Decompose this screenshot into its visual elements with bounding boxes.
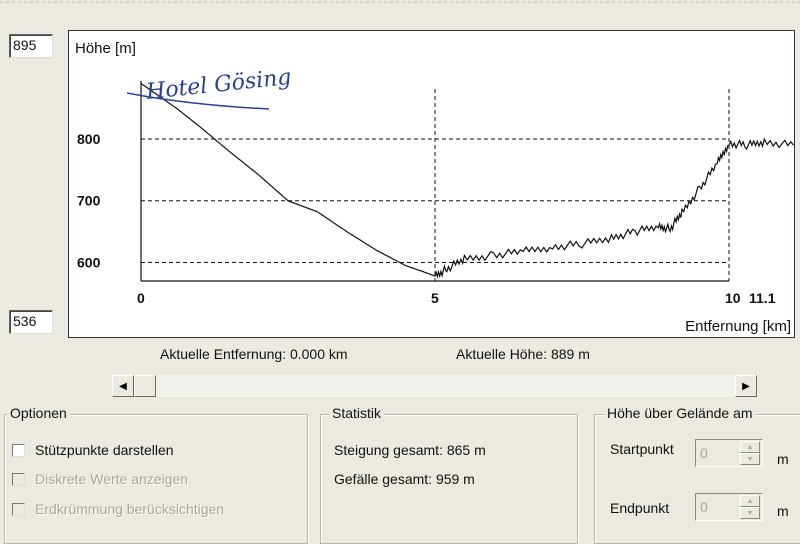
y-tick-label: 600 — [77, 254, 101, 270]
scrollbar-thumb[interactable] — [134, 375, 156, 397]
checkbox-earth-curvature[interactable] — [12, 502, 25, 516]
startpoint-value: 0 — [700, 445, 708, 461]
options-title: Optionen — [7, 405, 70, 421]
current-height-text: Aktuelle Höhe: 889 m — [456, 346, 590, 362]
checkbox-support-points[interactable] — [12, 443, 25, 457]
endpoint-spinner[interactable]: 0 ▲ ▼ — [695, 493, 763, 521]
arrow-right-icon: ▶ — [742, 380, 750, 392]
x-axis-label: Entfernung [km] — [685, 318, 791, 335]
endpoint-value: 0 — [700, 499, 708, 515]
y-tick-label: 800 — [77, 131, 101, 147]
x-tick-label: 5 — [431, 290, 439, 306]
statistics-title: Statistik — [329, 405, 385, 421]
checkbox-label-support-points: Stützpunkte darstellen — [35, 442, 174, 458]
y-max-input[interactable]: 895 — [9, 34, 53, 58]
total-descent-text: Gefälle gesamt: 959 m — [334, 471, 475, 487]
scroll-left-button[interactable]: ◀ — [112, 375, 134, 397]
top-frame-edge — [0, 1, 800, 3]
checkbox-row-discrete-values[interactable]: Diskrete Werte anzeigen — [12, 471, 188, 487]
startpoint-spinner[interactable]: 0 ▲ ▼ — [695, 439, 763, 467]
endpoint-up-button[interactable]: ▲ — [740, 495, 760, 507]
y-axis-label: Höhe [m] — [75, 40, 136, 57]
height-above-terrain-group: Höhe über Gelände am Startpunkt 0 ▲ ▼ m … — [594, 405, 800, 544]
x-tick-label: 0 — [137, 290, 145, 306]
handwritten-annotation: Hotel Gösing — [126, 65, 293, 110]
startpoint-down-button[interactable]: ▼ — [740, 453, 760, 465]
grid — [141, 89, 730, 281]
checkbox-label-discrete-values: Diskrete Werte anzeigen — [35, 471, 189, 487]
startpoint-up-button[interactable]: ▲ — [740, 441, 760, 453]
current-distance-text: Aktuelle Entfernung: 0.000 km — [160, 346, 348, 362]
x-tick-label: 11.1 — [749, 290, 776, 306]
checkbox-label-earth-curvature: Erdkrümmung berücksichtigen — [35, 501, 225, 517]
scroll-right-button[interactable]: ▶ — [735, 375, 757, 397]
axes — [140, 81, 729, 282]
checkbox-discrete-values[interactable] — [12, 472, 25, 486]
endpoint-down-button[interactable]: ▼ — [740, 507, 760, 519]
endpoint-unit: m — [777, 503, 789, 519]
y-min-input[interactable]: 536 — [9, 310, 53, 334]
horizontal-scrollbar[interactable]: ◀ ▶ — [112, 375, 757, 397]
startpoint-label: Startpunkt — [610, 441, 674, 457]
checkbox-row-earth-curvature[interactable]: Erdkrümmung berücksichtigen — [12, 501, 224, 517]
tick-labels: 800 700 600 0 5 10 11.1 — [77, 131, 776, 306]
endpoint-label: Endpunkt — [610, 500, 670, 516]
elevation-chart-panel: Höhe [m] Entfernung [km] 800 700 600 0 5 10 11… — [68, 30, 795, 338]
checkbox-row-support-points[interactable]: Stützpunkte darstellen — [12, 442, 174, 458]
total-ascent-text: Steigung gesamt: 865 m — [334, 442, 486, 458]
statistics-group: Statistik Steigung gesamt: 865 m Gefälle… — [320, 405, 578, 544]
elevation-line — [140, 82, 795, 279]
y-tick-label: 700 — [77, 193, 101, 209]
elevation-chart: Höhe [m] Entfernung [km] 800 700 600 0 5 10 11… — [75, 40, 795, 335]
arrow-left-icon: ◀ — [119, 380, 127, 392]
startpoint-unit: m — [777, 451, 789, 467]
x-tick-label: 10 — [725, 290, 741, 306]
height-above-terrain-title: Höhe über Gelände am — [604, 405, 756, 421]
options-group: Optionen Stützpunkte darstellen Diskrete… — [4, 405, 308, 544]
